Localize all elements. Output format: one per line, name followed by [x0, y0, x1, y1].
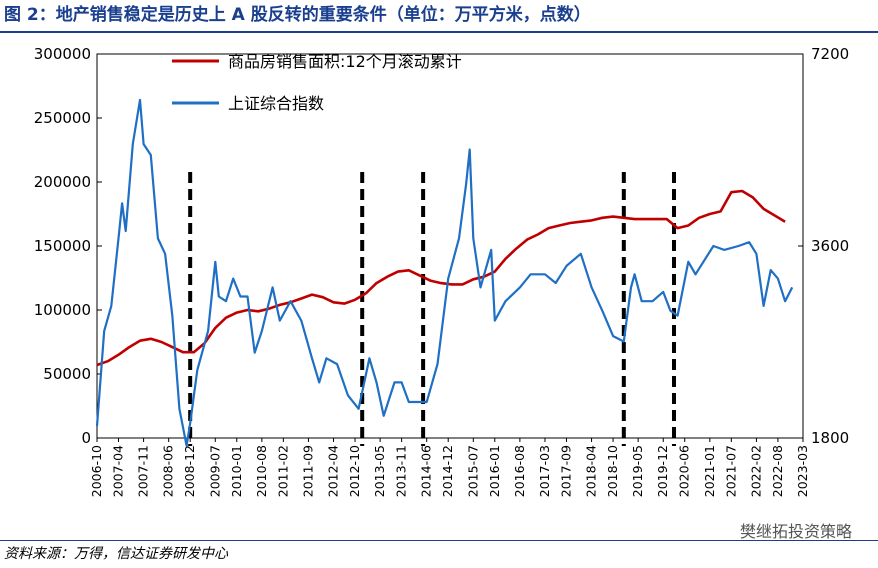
axes-group: 0 50000 100000 150000 200000 250000 300000 1800…	[34, 45, 849, 497]
y-left-tick-label: 50000	[43, 365, 91, 383]
x-tick-label: 2019-12	[655, 445, 670, 497]
title-rule	[0, 31, 878, 33]
x-tick-label: 2014-06	[419, 445, 434, 497]
x-tick-label: 2011-02	[275, 445, 290, 497]
chart-svg: 0 50000 100000 150000 200000 250000 300000 1800…	[34, 45, 849, 497]
figure-title: 图 2：地产销售稳定是历史上 A 股反转的重要条件（单位：万平方米，点数）	[4, 5, 591, 25]
x-tick-label: 2018-10	[605, 445, 620, 497]
y-right-tick-label: 3600	[811, 237, 849, 255]
y-left-tick-label: 100000	[34, 301, 91, 319]
x-tick-label: 2020-06	[677, 445, 692, 497]
x-tick-label: 2009-07	[207, 445, 222, 497]
y-left-tick-label: 0	[81, 429, 91, 447]
x-tick-label: 2008-12	[182, 445, 197, 497]
y-left-tick-label: 200000	[34, 173, 91, 191]
y-left-tick-label: 300000	[34, 45, 91, 63]
plot-frame	[96, 53, 804, 439]
x-tick-label: 2010-08	[254, 445, 269, 497]
x-tick-label: 2013-11	[394, 445, 409, 497]
x-tick-label: 2016-08	[512, 445, 527, 497]
series-lines-group	[95, 98, 794, 447]
x-tick-label: 2021-07	[723, 445, 738, 497]
x-tick-label: 2021-01	[702, 445, 717, 497]
x-tick-label: 2017-03	[537, 445, 552, 497]
x-tick-label: 2016-01	[487, 445, 502, 497]
x-tick-label: 2008-06	[161, 445, 176, 497]
x-tick-label: 2019-05	[630, 445, 645, 497]
x-tick-label: 2018-04	[584, 445, 599, 497]
watermark-text: 樊继拓投资策略	[739, 522, 852, 541]
series-line-shanghai-index	[95, 98, 794, 447]
source-rule	[0, 540, 878, 541]
x-tick-label: 2011-09	[300, 445, 315, 497]
x-tick-label: 2006-10	[89, 445, 104, 497]
x-tick-label: 2015-07	[465, 445, 480, 497]
x-tick-label: 2007-04	[111, 445, 126, 497]
x-tick-label: 2012-04	[326, 445, 341, 497]
x-tick-label: 2007-11	[136, 445, 151, 497]
x-tick-label: 2012-10	[347, 445, 362, 497]
x-tick-label: 2017-09	[558, 445, 573, 497]
y-left-tick-label: 250000	[34, 109, 91, 127]
x-tick-label: 2023-03	[795, 445, 810, 497]
markers-group	[188, 172, 676, 446]
x-tick-label: 2022-02	[748, 445, 763, 497]
y-right-tick-label: 7200	[811, 45, 849, 63]
x-tick-label: 2013-05	[372, 445, 387, 497]
y-right-tick-label: 1800	[811, 429, 849, 447]
series-line-sales-area	[96, 189, 786, 367]
legend-label: 上证综合指数	[228, 94, 324, 113]
y-left-tick-label: 150000	[34, 237, 91, 255]
legend-label: 商品房销售面积:12个月滚动累计	[228, 52, 462, 71]
x-tick-label: 2010-01	[229, 445, 244, 497]
source-note: 资料来源：万得，信达证券研发中心	[4, 546, 228, 562]
x-tick-label: 2014-12	[440, 445, 455, 497]
x-tick-label: 2022-08	[770, 445, 785, 497]
